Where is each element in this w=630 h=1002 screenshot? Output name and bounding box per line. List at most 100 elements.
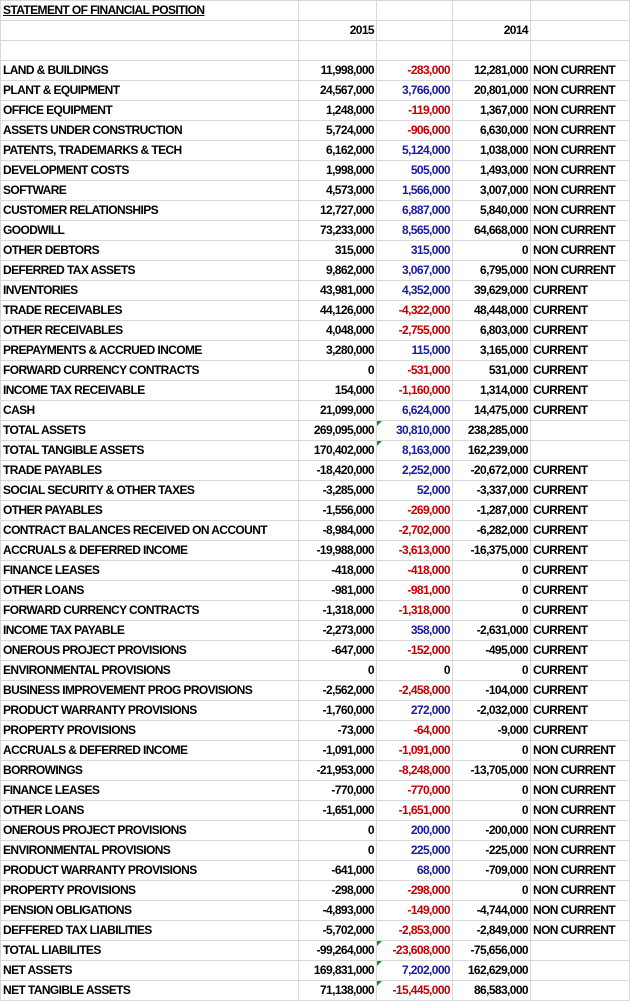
value-2015[interactable]: -1,651,000 (298, 800, 377, 821)
value-change[interactable]: -4,322,000 (376, 300, 453, 321)
row-classification[interactable]: NON CURRENT (530, 740, 630, 761)
value-2015[interactable]: -3,285,000 (298, 480, 377, 501)
row-label[interactable]: TOTAL TANGIBLE ASSETS (0, 440, 299, 461)
value-2014[interactable]: -2,032,000 (452, 700, 531, 721)
row-classification[interactable]: CURRENT (530, 640, 630, 661)
value-2014[interactable]: 5,840,000 (452, 200, 531, 221)
value-change[interactable]: 2,252,000 (376, 460, 453, 481)
value-2014[interactable]: 14,475,000 (452, 400, 531, 421)
value-2015[interactable]: 5,724,000 (298, 120, 377, 141)
value-change[interactable]: -152,000 (376, 640, 453, 661)
value-2015[interactable]: -5,702,000 (298, 920, 377, 941)
row-classification[interactable] (530, 940, 630, 961)
row-label[interactable]: ACCRUALS & DEFERRED INCOME (0, 740, 299, 761)
row-label[interactable]: ONEROUS PROJECT PROVISIONS (0, 820, 299, 841)
value-change[interactable]: -283,000 (376, 60, 453, 81)
value-2014[interactable]: 0 (452, 560, 531, 581)
value-2015[interactable]: 315,000 (298, 240, 377, 261)
empty-cell[interactable] (298, 0, 377, 21)
value-2015[interactable]: 73,233,000 (298, 220, 377, 241)
value-2014[interactable]: -495,000 (452, 640, 531, 661)
row-classification[interactable]: CURRENT (530, 680, 630, 701)
value-2015[interactable]: 9,862,000 (298, 260, 377, 281)
value-2015[interactable]: -2,273,000 (298, 620, 377, 641)
value-2014[interactable]: -104,000 (452, 680, 531, 701)
row-label[interactable]: CONTRACT BALANCES RECEIVED ON ACCOUNT (0, 520, 299, 541)
value-2015[interactable]: 43,981,000 (298, 280, 377, 301)
value-2014[interactable]: 6,630,000 (452, 120, 531, 141)
row-classification[interactable]: NON CURRENT (530, 820, 630, 841)
row-label[interactable]: FINANCE LEASES (0, 560, 299, 581)
value-change[interactable]: -770,000 (376, 780, 453, 801)
empty-cell[interactable] (452, 0, 531, 21)
row-label[interactable]: ASSETS UNDER CONSTRUCTION (0, 120, 299, 141)
row-label[interactable]: DEVELOPMENT COSTS (0, 160, 299, 181)
row-label[interactable]: CASH (0, 400, 299, 421)
row-label[interactable]: GOODWILL (0, 220, 299, 241)
row-classification[interactable]: NON CURRENT (530, 220, 630, 241)
value-2014[interactable]: 12,281,000 (452, 60, 531, 81)
value-2015[interactable]: -770,000 (298, 780, 377, 801)
value-2015[interactable]: -18,420,000 (298, 460, 377, 481)
value-2015[interactable]: 1,248,000 (298, 100, 377, 121)
value-2015[interactable]: -8,984,000 (298, 520, 377, 541)
row-classification[interactable]: NON CURRENT (530, 160, 630, 181)
value-change[interactable]: 6,624,000 (376, 400, 453, 421)
value-2015[interactable]: 154,000 (298, 380, 377, 401)
value-change[interactable]: -298,000 (376, 880, 453, 901)
value-2015[interactable]: 269,095,000 (298, 420, 377, 441)
value-2015[interactable]: -1,318,000 (298, 600, 377, 621)
value-2015[interactable]: -298,000 (298, 880, 377, 901)
value-change[interactable]: 8,565,000 (376, 220, 453, 241)
row-classification[interactable]: CURRENT (530, 500, 630, 521)
value-change[interactable]: 0 (376, 660, 453, 681)
value-change[interactable]: -2,458,000 (376, 680, 453, 701)
row-label[interactable]: OTHER RECEIVABLES (0, 320, 299, 341)
empty-cell[interactable] (530, 40, 630, 61)
value-2014[interactable]: 238,285,000 (452, 420, 531, 441)
value-2015[interactable]: -21,953,000 (298, 760, 377, 781)
row-classification[interactable]: NON CURRENT (530, 260, 630, 281)
row-classification[interactable] (530, 420, 630, 441)
row-classification[interactable]: CURRENT (530, 280, 630, 301)
value-2014[interactable]: 0 (452, 240, 531, 261)
row-label[interactable]: INVENTORIES (0, 280, 299, 301)
row-label[interactable]: PENSION OBLIGATIONS (0, 900, 299, 921)
value-change[interactable]: 225,000 (376, 840, 453, 861)
value-change[interactable]: 8,163,000 (376, 440, 453, 461)
value-2014[interactable]: 39,629,000 (452, 280, 531, 301)
value-change[interactable]: -981,000 (376, 580, 453, 601)
value-2015[interactable]: 169,831,000 (298, 960, 377, 981)
empty-cell[interactable] (530, 0, 630, 21)
row-label[interactable]: ENVIRONMENTAL PROVISIONS (0, 840, 299, 861)
value-change[interactable]: -906,000 (376, 120, 453, 141)
value-2014[interactable]: -2,849,000 (452, 920, 531, 941)
value-2014[interactable]: 6,803,000 (452, 320, 531, 341)
value-change[interactable]: -1,318,000 (376, 600, 453, 621)
header-change[interactable] (376, 20, 453, 41)
value-2015[interactable]: 12,727,000 (298, 200, 377, 221)
row-label[interactable]: BORROWINGS (0, 760, 299, 781)
value-2014[interactable]: -1,287,000 (452, 500, 531, 521)
value-2014[interactable]: 1,038,000 (452, 140, 531, 161)
value-2015[interactable]: 71,138,000 (298, 980, 377, 1001)
value-2015[interactable]: 0 (298, 660, 377, 681)
row-label[interactable]: OTHER PAYABLES (0, 500, 299, 521)
row-classification[interactable]: NON CURRENT (530, 780, 630, 801)
row-label[interactable]: PROPERTY PROVISIONS (0, 720, 299, 741)
row-classification[interactable]: NON CURRENT (530, 80, 630, 101)
row-classification[interactable]: CURRENT (530, 580, 630, 601)
value-change[interactable]: 115,000 (376, 340, 453, 361)
value-change[interactable]: -64,000 (376, 720, 453, 741)
value-2014[interactable]: -9,000 (452, 720, 531, 741)
value-2015[interactable]: 4,573,000 (298, 180, 377, 201)
value-change[interactable]: 7,202,000 (376, 960, 453, 981)
value-2014[interactable]: 20,801,000 (452, 80, 531, 101)
row-label[interactable]: ONEROUS PROJECT PROVISIONS (0, 640, 299, 661)
value-2015[interactable]: 0 (298, 840, 377, 861)
value-2015[interactable]: -641,000 (298, 860, 377, 881)
value-change[interactable]: 358,000 (376, 620, 453, 641)
value-2015[interactable]: 6,162,000 (298, 140, 377, 161)
value-2015[interactable]: -73,000 (298, 720, 377, 741)
value-2015[interactable]: -1,760,000 (298, 700, 377, 721)
